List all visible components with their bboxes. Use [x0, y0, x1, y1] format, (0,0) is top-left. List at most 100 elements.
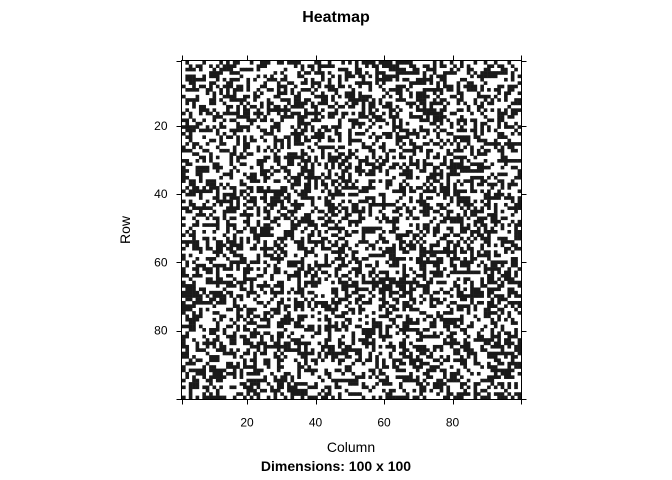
chart-subtitle: Dimensions: 100 x 100 [261, 458, 411, 474]
heatmap-cell [470, 297, 474, 302]
heatmap-cell [215, 162, 220, 167]
heatmap-cell [483, 388, 488, 393]
heatmap-cell [205, 257, 210, 261]
heatmap-cell [290, 348, 295, 352]
heatmap-cell [331, 287, 335, 292]
heatmap-cell [453, 284, 457, 288]
heatmap-cell [443, 206, 447, 210]
heatmap-cell [412, 388, 417, 393]
heatmap-cell [432, 91, 437, 96]
heatmap-cell [320, 125, 325, 129]
heatmap-cell [341, 159, 345, 163]
heatmap-cell [246, 321, 251, 325]
heatmap-cell [409, 341, 413, 346]
heatmap-cell [314, 226, 318, 231]
heatmap-cell [415, 365, 420, 369]
heatmap-cell [487, 314, 491, 319]
heatmap-cell [422, 260, 427, 265]
heatmap-cell [256, 385, 261, 390]
heatmap-cell [331, 162, 335, 167]
heatmap-cell [185, 284, 190, 288]
heatmap-cell [293, 209, 298, 214]
heatmap-cell [205, 300, 210, 305]
heatmap-cell [266, 321, 271, 325]
heatmap-cell [483, 236, 488, 241]
heatmap-cell [510, 111, 515, 116]
heatmap-cell [432, 175, 437, 180]
heatmap-cell [243, 365, 247, 369]
heatmap-cell [219, 378, 223, 383]
heatmap-cell [405, 300, 410, 305]
heatmap-cell [419, 365, 423, 369]
heatmap-cell [415, 81, 420, 85]
heatmap-cell [310, 284, 315, 288]
heatmap-cell [422, 213, 427, 217]
heatmap-cell [487, 385, 491, 390]
heatmap-cell [453, 324, 457, 329]
heatmap-cell [185, 209, 190, 214]
heatmap-cell [371, 104, 376, 109]
heatmap-cell [320, 300, 325, 305]
heatmap-cell [388, 67, 393, 72]
heatmap-cell [222, 148, 227, 153]
heatmap-cell [212, 230, 217, 234]
heatmap-cell [432, 101, 437, 106]
heatmap-cell [273, 243, 278, 248]
heatmap-cell [504, 270, 508, 275]
heatmap-cell [402, 189, 406, 194]
heatmap-cell [331, 125, 335, 129]
heatmap-cell [324, 213, 329, 217]
heatmap-cell [392, 253, 396, 258]
heatmap-cell [463, 358, 468, 363]
heatmap-cell [236, 328, 240, 332]
heatmap-cell [398, 240, 403, 244]
heatmap-cell [280, 382, 284, 386]
heatmap-cell [198, 206, 203, 210]
heatmap-cell [449, 270, 454, 275]
heatmap-cell [361, 142, 366, 146]
heatmap-cell [327, 304, 332, 308]
heatmap-cell [480, 344, 484, 349]
heatmap-cell [232, 111, 237, 116]
heatmap-cell [232, 395, 237, 400]
heatmap-cell [280, 392, 284, 396]
heatmap-cell [215, 395, 220, 400]
heatmap-cell [378, 304, 383, 308]
heatmap-cell [361, 94, 366, 99]
heatmap-cell [382, 297, 386, 302]
heatmap-cell [320, 209, 325, 214]
heatmap-cell [483, 159, 488, 163]
heatmap-cell [280, 287, 284, 292]
heatmap-cell [188, 182, 193, 187]
heatmap-cell [293, 358, 298, 363]
heatmap-cell [439, 115, 444, 119]
heatmap-cell [361, 98, 366, 102]
heatmap-cell [182, 169, 186, 173]
heatmap-cell [256, 115, 261, 119]
heatmap-cell [476, 209, 481, 214]
heatmap-cell [324, 186, 329, 190]
heatmap-cell [473, 175, 478, 180]
heatmap-cell [236, 142, 240, 146]
heatmap-cell [304, 273, 308, 278]
heatmap-cell [365, 159, 369, 163]
heatmap-cell [246, 192, 251, 197]
heatmap-cell [263, 226, 267, 231]
heatmap-cell [310, 125, 315, 129]
heatmap-cell [504, 91, 508, 96]
heatmap-cell [293, 385, 298, 390]
heatmap-cell [497, 270, 501, 275]
heatmap-cell [466, 236, 471, 241]
heatmap-cell [344, 240, 349, 244]
heatmap-cell [283, 250, 288, 254]
heatmap-cell [239, 179, 244, 183]
heatmap-cell [415, 260, 420, 265]
heatmap-cell [195, 267, 200, 271]
heatmap-cell [354, 358, 359, 363]
heatmap-cell [382, 71, 386, 75]
heatmap-cell [392, 246, 396, 251]
heatmap-cell [443, 186, 447, 190]
heatmap-cell [320, 344, 325, 349]
heatmap-cell [337, 165, 342, 170]
heatmap-cell [253, 297, 257, 302]
